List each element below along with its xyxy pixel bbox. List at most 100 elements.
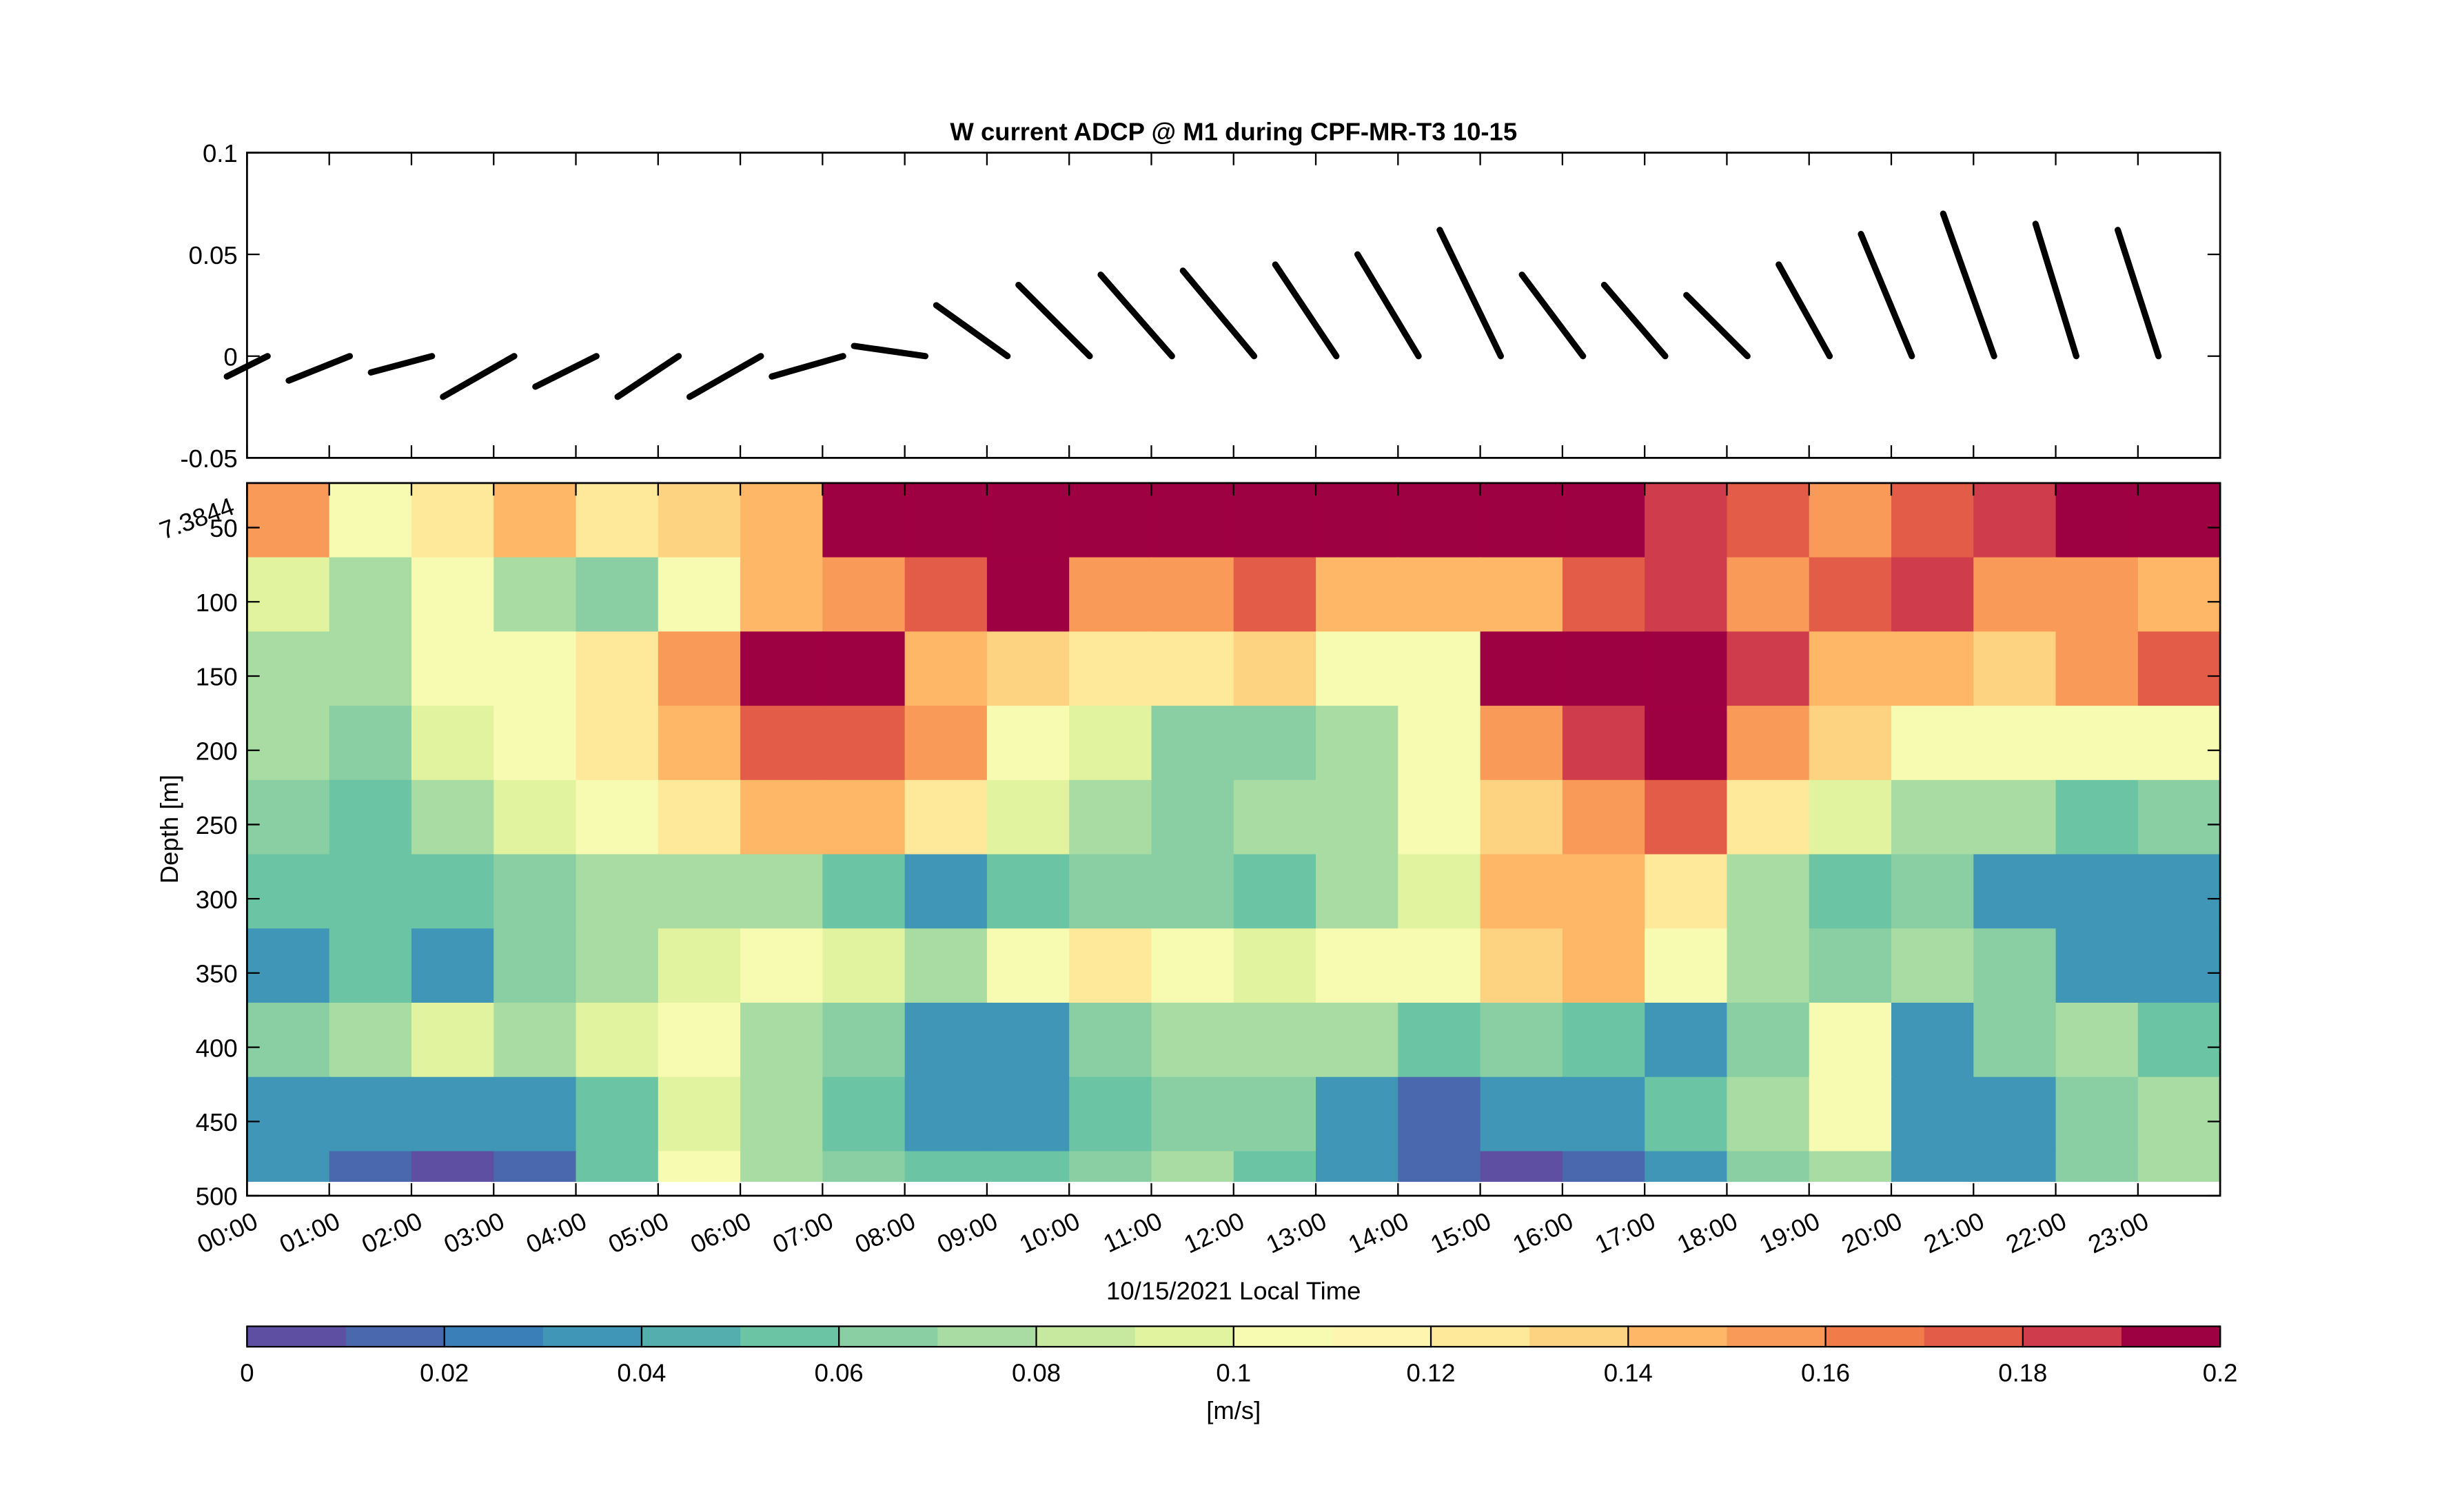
heat-cell [576,482,660,559]
heat-cell [2055,706,2139,781]
heat-cell [1151,779,1235,855]
heat-cell [1233,1151,1317,1182]
heat-cell [1891,1076,1975,1152]
heat-cell [1973,557,2057,633]
quiver-stick [2032,221,2079,360]
heat-cell [1398,1002,1481,1079]
heat-cell [1727,631,1811,707]
heat-cell [2137,706,2221,781]
heat-cell [1480,1151,1564,1182]
heat-cell [1645,631,1728,707]
x-tick-label: 02:00 [357,1207,426,1259]
colorbar-swatch [247,1326,347,1347]
heat-cell [740,928,824,1004]
quiver-stick [440,353,518,400]
colorbar-swatch [1628,1326,1728,1347]
heat-cell [411,482,495,559]
colorbar-swatch [1036,1326,1136,1347]
heat-cell [1562,631,1646,707]
heat-cell [1727,482,1811,559]
colorbar-swatch [542,1326,643,1347]
heat-cell [1151,1151,1235,1182]
heat-cell [2055,854,2139,930]
y-tick-label: 100 [196,589,238,617]
heat-cell [986,854,1070,930]
heat-cell [1316,1076,1399,1152]
colorbar-swatch [1332,1326,1432,1347]
heat-cell [1809,1151,1893,1182]
colorbar-label: [m/s] [1206,1396,1261,1424]
x-tick-label: 09:00 [933,1207,1001,1259]
heat-cell [1398,1151,1481,1182]
x-tick-label: 18:00 [1673,1207,1742,1259]
heat-cell [822,1151,906,1182]
heat-cell [1562,557,1646,633]
heat-cell [1151,854,1235,930]
heat-cell [1891,482,1975,559]
heat-cell [1480,706,1564,781]
heat-cell [1316,482,1399,559]
quiver-stick [223,353,271,380]
heat-cell [986,631,1070,707]
heat-cell [904,1151,988,1182]
heat-cell [658,706,742,781]
heat-cell [2137,482,2221,559]
heat-cell [986,779,1070,855]
heat-cell [822,631,906,707]
heat-cell [658,1076,742,1152]
heat-cell [576,854,660,930]
heat-cell [2137,1076,2221,1152]
quiver-stick [1775,261,1833,360]
colorbar-tick-label: 0.08 [1012,1358,1061,1387]
heat-cell [1398,779,1481,855]
heat-cell [247,854,331,930]
heat-cell [740,706,824,781]
heat-cell [986,1002,1070,1079]
heat-cell [2055,631,2139,707]
heat-cell [822,1076,906,1152]
heat-cell [1809,482,1893,559]
colorbar-tick-label: 0.12 [1406,1358,1455,1387]
heat-cell [1891,854,1975,930]
heat-cell [1151,1076,1235,1152]
heat-cell [247,557,331,633]
heat-cell [494,928,577,1004]
heat-cell [986,706,1070,781]
heat-cell [1645,557,1728,633]
heat-cell [1891,779,1975,855]
heat-cell [1233,631,1317,707]
heat-cell [576,779,660,855]
heat-cell [1727,854,1811,930]
heat-cell [247,779,331,855]
heat-cell [1809,557,1893,633]
heat-cell [1069,631,1152,707]
colorbar-tick-label: 0.14 [1604,1358,1653,1387]
heat-cell [247,1151,331,1182]
plot-frame [246,152,2221,459]
quiver-stick [1097,272,1175,360]
heat-cell [822,779,906,855]
colorbar-tick-label: 0.2 [2203,1358,2238,1387]
heat-cell [904,706,988,781]
heat-cell [1233,1002,1317,1079]
quiver-stick [2115,227,2162,360]
heat-cell [1316,854,1399,930]
heat-cell [904,779,988,855]
heat-cell [658,631,742,707]
colorbar-tick-label: 0.04 [617,1358,666,1387]
heat-cell [740,631,824,707]
heat-cell [1151,1002,1235,1079]
heat-cell [740,854,824,930]
heat-cell [494,1076,577,1152]
heat-cell [1891,1151,1975,1182]
heat-cell [1562,854,1646,930]
x-tick-label: 22:00 [2002,1207,2070,1259]
colorbar-swatch [1924,1326,2024,1347]
heat-cell [740,557,824,633]
heat-cell [329,1002,413,1079]
colorbar-swatch [937,1326,1037,1347]
colorbar-swatch [2022,1326,2123,1347]
heat-cell [986,928,1070,1004]
colorbar-swatch [2121,1326,2221,1347]
y-tick-label: 0 [223,343,237,371]
